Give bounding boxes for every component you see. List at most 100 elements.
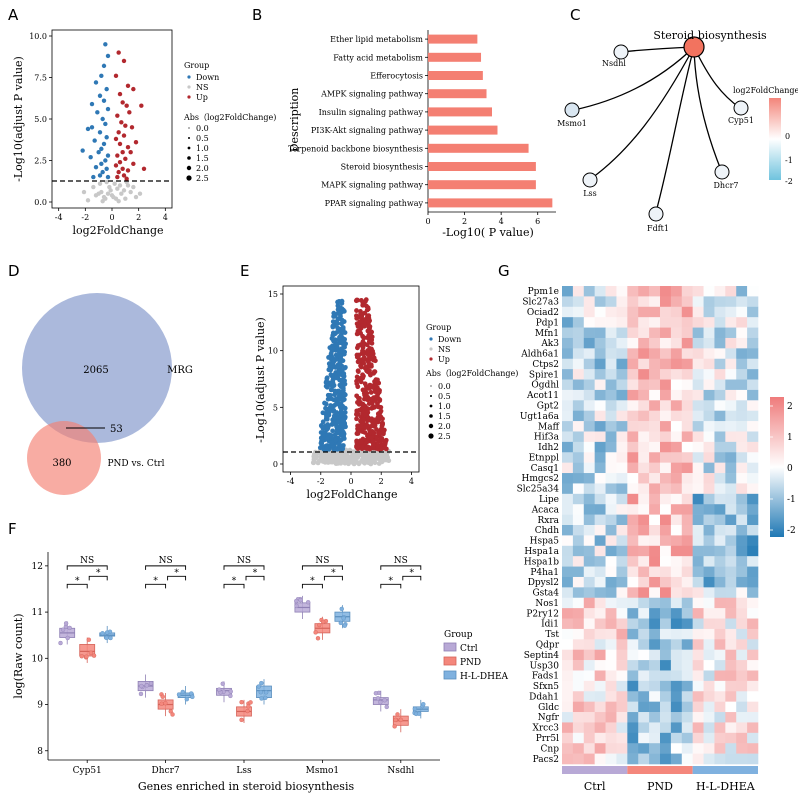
heat-cell xyxy=(736,597,748,609)
heat-cell xyxy=(572,670,585,682)
heat-cell xyxy=(725,358,737,370)
heat-cell xyxy=(736,348,748,360)
gene-node-nsdhl xyxy=(613,44,629,60)
f-point xyxy=(258,690,264,695)
heat-cell xyxy=(616,525,628,536)
heat-cell xyxy=(638,525,650,536)
heat-cell xyxy=(616,514,628,526)
e-point-up xyxy=(378,408,384,414)
heat-cell xyxy=(562,535,574,547)
a-point-down xyxy=(97,93,103,98)
venn-count-mrg: 2065 xyxy=(83,365,108,376)
heat-cell xyxy=(594,712,606,723)
heat-cell xyxy=(670,722,683,734)
heat-cell xyxy=(692,441,704,453)
e-point-ns xyxy=(310,460,316,466)
heat-cell xyxy=(747,566,759,578)
heat-cell xyxy=(660,369,672,380)
heat-cell xyxy=(747,576,759,588)
heat-cell xyxy=(681,618,693,630)
e-point-up xyxy=(371,405,376,410)
heat-cell xyxy=(703,660,715,671)
heat-cell xyxy=(649,421,661,432)
heat-cell xyxy=(747,389,759,401)
heat-cell xyxy=(572,576,585,588)
e-point-up xyxy=(366,319,372,325)
heat-cell xyxy=(627,566,639,578)
heat-cell xyxy=(692,753,704,765)
e-point-up xyxy=(369,401,375,407)
heat-cell xyxy=(638,379,650,391)
heat-cell xyxy=(670,587,683,599)
heat-row-label: Acaca xyxy=(531,505,560,515)
heat-cell xyxy=(627,545,639,557)
e-point-down xyxy=(335,419,341,425)
e-size-dot-0 xyxy=(430,385,432,387)
e-point-down xyxy=(336,349,342,355)
heat-cell xyxy=(638,712,650,723)
a-point-up xyxy=(120,166,125,171)
e-point-down xyxy=(342,424,347,430)
heat-cell xyxy=(594,473,606,484)
a-point-ns xyxy=(125,183,131,188)
venn-count-pnd: 380 xyxy=(52,458,71,469)
heat-cell xyxy=(627,628,639,640)
heat-row-label: Slc25a34 xyxy=(517,485,560,495)
heat-cell xyxy=(583,389,595,401)
heat-cell xyxy=(747,618,759,630)
heat-cell xyxy=(627,296,639,308)
heat-cell xyxy=(736,680,748,692)
e-x-tick-label: 0 xyxy=(348,477,353,486)
e-point-down xyxy=(339,317,345,323)
heat-cell xyxy=(605,327,617,339)
heat-cell xyxy=(681,379,693,391)
heat-cell xyxy=(583,473,595,484)
e-x-tick-label: 4 xyxy=(409,477,414,486)
e-point-up xyxy=(360,429,365,434)
a-point-up xyxy=(115,153,120,158)
heat-cell xyxy=(681,680,693,692)
heat-cell xyxy=(627,410,639,422)
heat-cell xyxy=(725,286,737,297)
a-point-down xyxy=(99,146,104,152)
heat-cell xyxy=(660,712,672,723)
heat-cell xyxy=(583,576,595,588)
heat-legend-tick-label: -2 xyxy=(787,526,796,536)
heat-cell xyxy=(703,431,715,443)
heat-cell xyxy=(583,379,595,391)
f-star: * xyxy=(96,568,101,578)
heat-cell xyxy=(692,576,704,588)
gene-label-msmo1: Msmo1 xyxy=(557,119,587,128)
e-point-ns xyxy=(328,452,333,458)
a-point-ns xyxy=(100,198,105,204)
heat-cell xyxy=(572,556,585,567)
heat-cell xyxy=(562,556,574,567)
b-bar xyxy=(428,125,498,135)
heat-cell xyxy=(594,670,606,682)
heat-cell xyxy=(583,348,595,360)
heat-cell xyxy=(714,566,726,578)
heat-cell xyxy=(747,483,759,495)
heat-cell xyxy=(747,722,759,734)
b-x-tick-label: 6 xyxy=(535,217,540,226)
heat-cell xyxy=(714,337,726,349)
heat-cell xyxy=(725,296,737,308)
heat-cell xyxy=(681,431,693,443)
panel-c-network: Steroid biosynthesis Nsdhl Msmo1 Lss Fdf… xyxy=(557,29,798,233)
heat-cell xyxy=(692,421,704,432)
heat-cell xyxy=(649,296,661,308)
heat-cell xyxy=(747,296,759,308)
f-point xyxy=(180,689,186,695)
e-point-down xyxy=(330,408,336,414)
e-point-down xyxy=(338,305,343,311)
e-point-down xyxy=(335,353,341,359)
a-point-up xyxy=(116,130,121,135)
heat-cell xyxy=(638,732,650,744)
a-point-down xyxy=(105,53,111,59)
e-point-up xyxy=(358,311,364,317)
heat-cell xyxy=(747,379,759,391)
e-point-up xyxy=(356,401,362,407)
a-x-tick-label: 4 xyxy=(163,213,168,222)
heat-cell xyxy=(562,670,574,682)
heat-cell xyxy=(725,608,737,619)
